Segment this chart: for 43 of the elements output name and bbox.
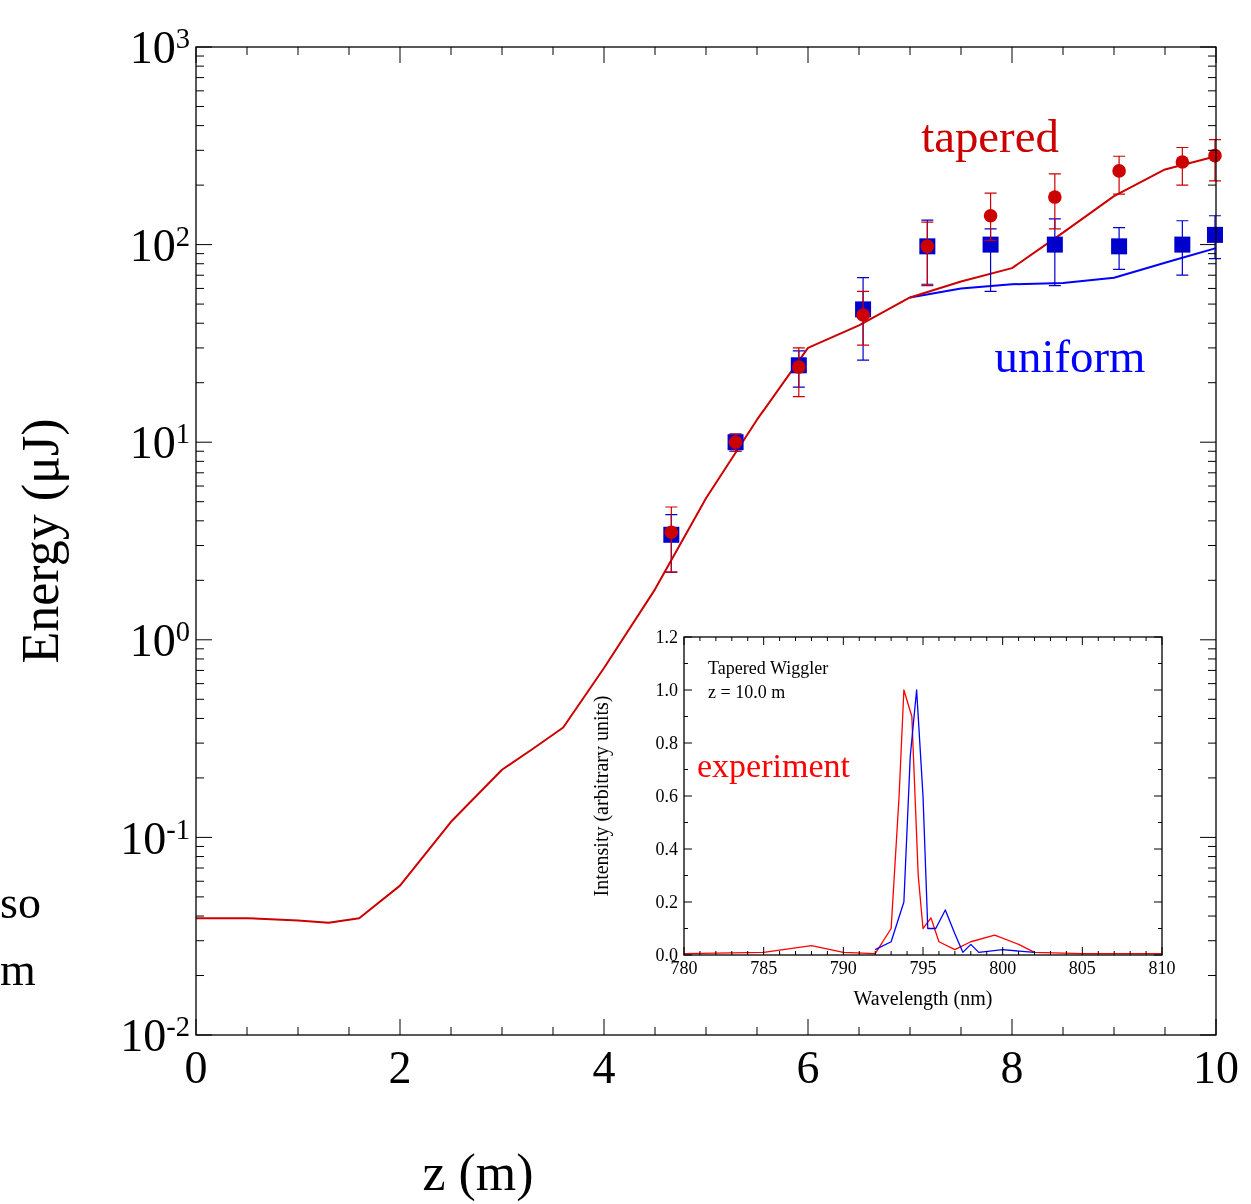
point — [1048, 190, 1062, 204]
y-tick-label: 10$^{-1}$ — [120, 812, 190, 864]
y-tick-label: 1.0 — [655, 680, 678, 701]
y-axis-title: Energy (μJ) — [12, 418, 70, 664]
y-tick-label: 0.4 — [655, 839, 678, 860]
x-tick-label: 6 — [796, 1042, 820, 1094]
x-tick-label: 790 — [829, 957, 857, 978]
point — [1174, 236, 1191, 253]
y-axis-title: Intensity (arbitrary units) — [590, 695, 613, 897]
x-tick-label: 10 — [1193, 1042, 1239, 1094]
y-tick-label: 10$^{0}$ — [129, 614, 190, 666]
annotation: z = 10.0 m — [708, 682, 786, 702]
x-tick-label: 805 — [1068, 957, 1096, 978]
y-tick-label: 0.6 — [655, 786, 678, 807]
series-label: uniform — [994, 330, 1146, 382]
y-tick-label: 10$^{1}$ — [129, 417, 190, 469]
point — [856, 308, 870, 322]
annotation: Tapered Wiggler — [708, 658, 829, 678]
x-tick-label: 8 — [1000, 1042, 1024, 1094]
y-tick-label: 10$^{3}$ — [129, 22, 190, 74]
series-label: tapered — [921, 110, 1059, 162]
x-axis-title: z (m) — [422, 1144, 534, 1202]
x-axis-title: Wavelength (nm) — [853, 987, 993, 1010]
point — [1175, 155, 1190, 169]
y-tick-label: 1.2 — [655, 627, 678, 648]
y-tick-label: 0.2 — [655, 892, 678, 913]
point — [1112, 164, 1126, 178]
point — [1111, 238, 1128, 255]
x-tick-label: 2 — [388, 1042, 412, 1094]
x-tick-label: 795 — [909, 957, 937, 978]
x-tick-label: 4 — [592, 1042, 616, 1094]
text: m — [0, 944, 36, 995]
point — [983, 208, 998, 223]
point — [1046, 236, 1063, 253]
x-tick-label: 810 — [1148, 957, 1176, 978]
text: so — [0, 877, 41, 928]
y-tick-label: 0.8 — [655, 733, 678, 754]
x-tick-label: 800 — [989, 957, 1017, 978]
x-tick-label: 785 — [750, 957, 778, 978]
line-series — [874, 689, 1036, 953]
y-tick-label: 10$^{2}$ — [129, 219, 190, 271]
point — [982, 236, 999, 253]
series-label: experiment — [697, 747, 851, 784]
